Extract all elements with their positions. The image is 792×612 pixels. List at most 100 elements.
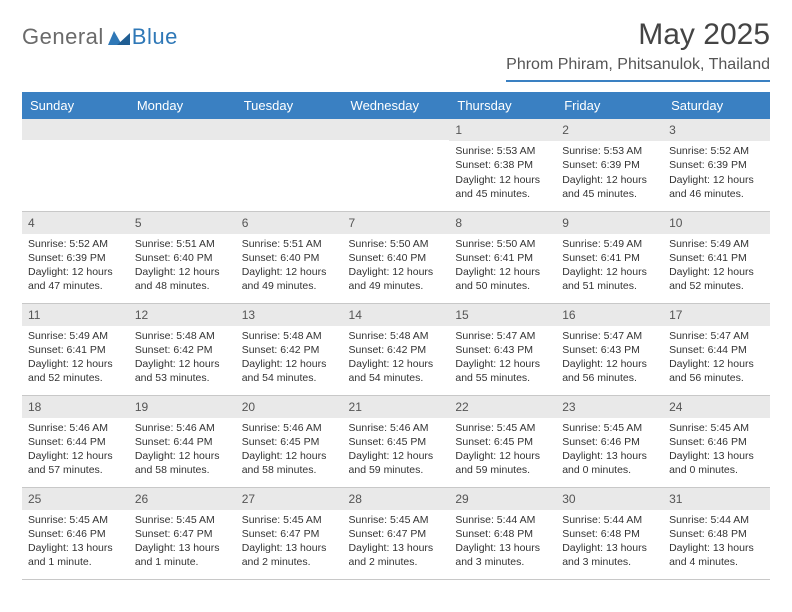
brand-logo: General Blue [22,18,178,50]
weekday-heading: Wednesday [343,92,450,119]
calendar-day-cell: 25Sunrise: 5:45 AMSunset: 6:46 PMDayligh… [22,487,129,579]
calendar-day-cell: 20Sunrise: 5:46 AMSunset: 6:45 PMDayligh… [236,395,343,487]
day-body [22,140,129,147]
day-body: Sunrise: 5:51 AMSunset: 6:40 PMDaylight:… [129,234,236,298]
sunrise-text: Sunrise: 5:52 AM [669,144,764,158]
sunrise-text: Sunrise: 5:51 AM [242,237,337,251]
day-body: Sunrise: 5:44 AMSunset: 6:48 PMDaylight:… [449,510,556,574]
daylight-text: Daylight: 12 hours and 48 minutes. [135,265,230,293]
day-number: 19 [129,396,236,418]
sunset-text: Sunset: 6:43 PM [455,343,550,357]
sunrise-text: Sunrise: 5:51 AM [135,237,230,251]
day-body: Sunrise: 5:53 AMSunset: 6:39 PMDaylight:… [556,141,663,205]
sunset-text: Sunset: 6:46 PM [669,435,764,449]
calendar-day-cell: 17Sunrise: 5:47 AMSunset: 6:44 PMDayligh… [663,303,770,395]
calendar-day-cell: 21Sunrise: 5:46 AMSunset: 6:45 PMDayligh… [343,395,450,487]
day-number: 18 [22,396,129,418]
weekday-heading: Monday [129,92,236,119]
sunrise-text: Sunrise: 5:44 AM [455,513,550,527]
day-number: 2 [556,119,663,141]
daylight-text: Daylight: 12 hours and 59 minutes. [455,449,550,477]
day-body: Sunrise: 5:51 AMSunset: 6:40 PMDaylight:… [236,234,343,298]
daylight-text: Daylight: 12 hours and 56 minutes. [669,357,764,385]
calendar-week-row: 11Sunrise: 5:49 AMSunset: 6:41 PMDayligh… [22,303,770,395]
calendar-day-cell: 1Sunrise: 5:53 AMSunset: 6:38 PMDaylight… [449,119,556,211]
daylight-text: Daylight: 12 hours and 59 minutes. [349,449,444,477]
day-number: 12 [129,304,236,326]
daylight-text: Daylight: 13 hours and 2 minutes. [349,541,444,569]
day-number [129,119,236,140]
daylight-text: Daylight: 12 hours and 53 minutes. [135,357,230,385]
day-number: 5 [129,212,236,234]
day-body: Sunrise: 5:44 AMSunset: 6:48 PMDaylight:… [663,510,770,574]
sunset-text: Sunset: 6:44 PM [28,435,123,449]
calendar-day-cell: 22Sunrise: 5:45 AMSunset: 6:45 PMDayligh… [449,395,556,487]
calendar-day-cell: 8Sunrise: 5:50 AMSunset: 6:41 PMDaylight… [449,211,556,303]
day-number: 24 [663,396,770,418]
sunset-text: Sunset: 6:45 PM [349,435,444,449]
sunset-text: Sunset: 6:40 PM [242,251,337,265]
day-body: Sunrise: 5:45 AMSunset: 6:47 PMDaylight:… [236,510,343,574]
day-number [236,119,343,140]
calendar-day-cell: 14Sunrise: 5:48 AMSunset: 6:42 PMDayligh… [343,303,450,395]
sunrise-text: Sunrise: 5:45 AM [135,513,230,527]
calendar-day-cell: 11Sunrise: 5:49 AMSunset: 6:41 PMDayligh… [22,303,129,395]
calendar-day-cell: 19Sunrise: 5:46 AMSunset: 6:44 PMDayligh… [129,395,236,487]
sunset-text: Sunset: 6:43 PM [562,343,657,357]
daylight-text: Daylight: 12 hours and 56 minutes. [562,357,657,385]
sunrise-text: Sunrise: 5:45 AM [669,421,764,435]
calendar-day-cell: 3Sunrise: 5:52 AMSunset: 6:39 PMDaylight… [663,119,770,211]
day-body: Sunrise: 5:45 AMSunset: 6:46 PMDaylight:… [556,418,663,482]
day-number: 17 [663,304,770,326]
location-subtitle: Phrom Phiram, Phitsanulok, Thailand [506,56,770,74]
day-number [343,119,450,140]
daylight-text: Daylight: 12 hours and 47 minutes. [28,265,123,293]
weekday-heading: Thursday [449,92,556,119]
sunset-text: Sunset: 6:39 PM [28,251,123,265]
page-header: General Blue May 2025 Phrom Phiram, Phit… [22,18,770,82]
sunrise-text: Sunrise: 5:45 AM [28,513,123,527]
weekday-heading: Tuesday [236,92,343,119]
daylight-text: Daylight: 13 hours and 4 minutes. [669,541,764,569]
sunset-text: Sunset: 6:40 PM [135,251,230,265]
sunset-text: Sunset: 6:42 PM [135,343,230,357]
day-body: Sunrise: 5:50 AMSunset: 6:40 PMDaylight:… [343,234,450,298]
weekday-heading: Sunday [22,92,129,119]
day-body: Sunrise: 5:45 AMSunset: 6:45 PMDaylight:… [449,418,556,482]
daylight-text: Daylight: 12 hours and 58 minutes. [135,449,230,477]
calendar-page: General Blue May 2025 Phrom Phiram, Phit… [0,0,792,592]
calendar-week-row: 25Sunrise: 5:45 AMSunset: 6:46 PMDayligh… [22,487,770,579]
daylight-text: Daylight: 12 hours and 45 minutes. [562,173,657,201]
sunrise-text: Sunrise: 5:49 AM [562,237,657,251]
weekday-heading: Saturday [663,92,770,119]
calendar-weekday-header: Sunday Monday Tuesday Wednesday Thursday… [22,92,770,119]
calendar-day-cell: 24Sunrise: 5:45 AMSunset: 6:46 PMDayligh… [663,395,770,487]
calendar-day-cell: 6Sunrise: 5:51 AMSunset: 6:40 PMDaylight… [236,211,343,303]
calendar-day-cell: 28Sunrise: 5:45 AMSunset: 6:47 PMDayligh… [343,487,450,579]
sunset-text: Sunset: 6:45 PM [455,435,550,449]
day-body: Sunrise: 5:46 AMSunset: 6:45 PMDaylight:… [236,418,343,482]
day-number: 29 [449,488,556,510]
day-number: 21 [343,396,450,418]
day-body: Sunrise: 5:47 AMSunset: 6:44 PMDaylight:… [663,326,770,390]
sunrise-text: Sunrise: 5:50 AM [455,237,550,251]
calendar-day-cell: 26Sunrise: 5:45 AMSunset: 6:47 PMDayligh… [129,487,236,579]
sunrise-text: Sunrise: 5:47 AM [455,329,550,343]
sunset-text: Sunset: 6:39 PM [669,158,764,172]
sunrise-text: Sunrise: 5:47 AM [562,329,657,343]
calendar-day-cell: 29Sunrise: 5:44 AMSunset: 6:48 PMDayligh… [449,487,556,579]
sunset-text: Sunset: 6:38 PM [455,158,550,172]
day-number: 8 [449,212,556,234]
sunset-text: Sunset: 6:40 PM [349,251,444,265]
day-body: Sunrise: 5:45 AMSunset: 6:47 PMDaylight:… [343,510,450,574]
day-body: Sunrise: 5:49 AMSunset: 6:41 PMDaylight:… [22,326,129,390]
sunrise-text: Sunrise: 5:46 AM [242,421,337,435]
logo-word-1: General [22,24,104,50]
day-number: 10 [663,212,770,234]
sunrise-text: Sunrise: 5:53 AM [455,144,550,158]
day-body: Sunrise: 5:48 AMSunset: 6:42 PMDaylight:… [236,326,343,390]
day-number: 9 [556,212,663,234]
day-body: Sunrise: 5:50 AMSunset: 6:41 PMDaylight:… [449,234,556,298]
sunset-text: Sunset: 6:48 PM [455,527,550,541]
sunrise-text: Sunrise: 5:46 AM [28,421,123,435]
